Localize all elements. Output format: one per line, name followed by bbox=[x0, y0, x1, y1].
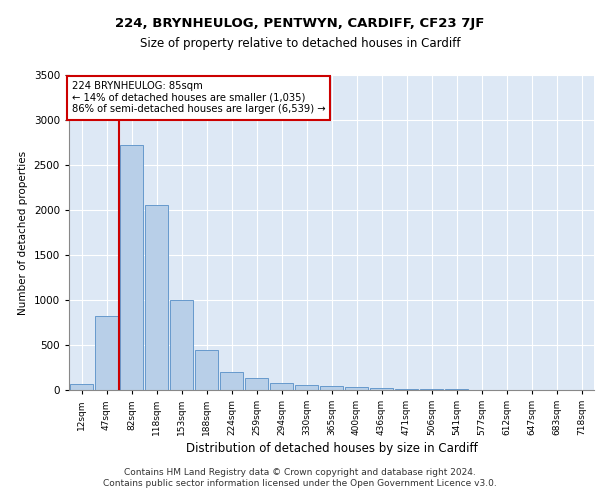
Bar bbox=[295, 384, 318, 390]
Bar bbox=[270, 383, 293, 390]
Y-axis label: Number of detached properties: Number of detached properties bbox=[18, 150, 28, 314]
Text: 224, BRYNHEULOG, PENTWYN, CARDIFF, CF23 7JF: 224, BRYNHEULOG, PENTWYN, CARDIFF, CF23 … bbox=[115, 18, 485, 30]
X-axis label: Distribution of detached houses by size in Cardiff: Distribution of detached houses by size … bbox=[185, 442, 478, 456]
Bar bbox=[320, 386, 343, 390]
Bar bbox=[195, 350, 218, 390]
Bar bbox=[120, 145, 143, 390]
Text: 224 BRYNHEULOG: 85sqm
← 14% of detached houses are smaller (1,035)
86% of semi-d: 224 BRYNHEULOG: 85sqm ← 14% of detached … bbox=[71, 82, 325, 114]
Text: Contains HM Land Registry data © Crown copyright and database right 2024.
Contai: Contains HM Land Registry data © Crown c… bbox=[103, 468, 497, 487]
Bar bbox=[345, 387, 368, 390]
Bar bbox=[420, 389, 443, 390]
Text: Size of property relative to detached houses in Cardiff: Size of property relative to detached ho… bbox=[140, 38, 460, 51]
Bar bbox=[245, 378, 268, 390]
Bar bbox=[95, 316, 118, 390]
Bar bbox=[395, 388, 418, 390]
Bar bbox=[70, 384, 93, 390]
Bar bbox=[220, 372, 243, 390]
Bar bbox=[370, 388, 393, 390]
Bar bbox=[145, 206, 168, 390]
Bar bbox=[170, 300, 193, 390]
